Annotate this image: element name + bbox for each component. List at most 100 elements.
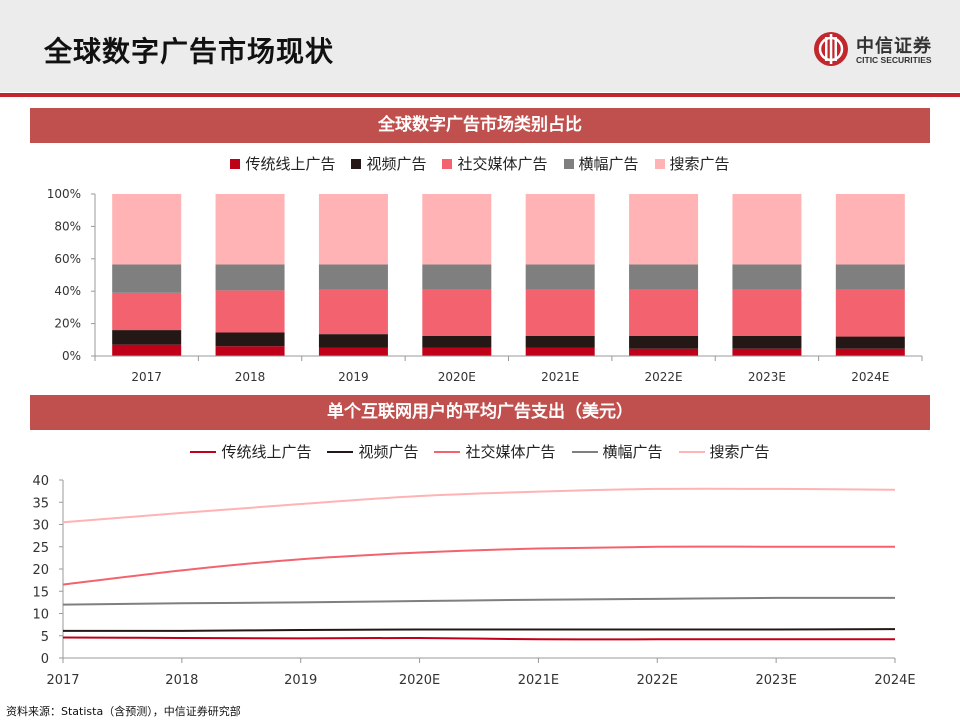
header-band	[0, 0, 960, 92]
bar-segment	[629, 348, 699, 356]
page-title: 全球数字广告市场现状	[44, 35, 335, 68]
bar-legend-item: 传统线上广告	[230, 153, 335, 174]
line-legend-label: 横幅广告	[602, 443, 663, 461]
source-note: 资料来源：Statista（含预测），中信证券研究部	[6, 705, 241, 718]
bar-segment	[732, 264, 802, 290]
bar-segment	[318, 289, 388, 335]
logo-name: 中信证券	[856, 36, 932, 57]
bar-segment	[215, 194, 285, 265]
bar-segment	[525, 335, 595, 348]
bar-legend-label: 社交媒体广告	[457, 155, 548, 173]
line-legend-label: 搜索广告	[709, 443, 770, 461]
line-chart-legend: 传统线上广告 视频广告 社交媒体广告 横幅广告 搜索广告	[0, 441, 960, 462]
bar-segment	[835, 194, 905, 265]
bar-segment	[422, 194, 492, 265]
bar-legend-label: 搜索广告	[669, 155, 730, 173]
bar-segment	[525, 289, 595, 336]
line-legend-item: 视频广告	[327, 441, 418, 462]
bar-y-tick-label: 20%	[54, 317, 81, 331]
bar-segment	[112, 194, 182, 265]
line-series	[62, 545, 895, 586]
bar-chart-legend: 传统线上广告 视频广告 社交媒体广告 横幅广告 搜索广告	[0, 153, 960, 174]
line-legend-label: 视频广告	[358, 443, 419, 461]
line-series	[62, 636, 895, 641]
bar-segment	[835, 348, 905, 356]
bar-legend-item: 社交媒体广告	[442, 153, 548, 174]
line-x-tick-label: 2018	[165, 673, 198, 688]
line-legend-swatch	[190, 450, 217, 453]
line-x-tick-label: 2021E	[518, 673, 559, 688]
bar-y-tick-label: 100%	[47, 187, 81, 201]
line-legend-item: 社交媒体广告	[434, 441, 556, 462]
bar-segment	[215, 332, 285, 347]
bar-segment	[525, 264, 595, 290]
bar-segment	[318, 194, 388, 265]
bar-segment	[215, 290, 285, 333]
bar-segment	[318, 347, 388, 356]
bar-segment	[629, 335, 699, 349]
bar-segment	[732, 335, 802, 349]
bar-segment	[422, 347, 492, 356]
bar-legend-swatch	[654, 158, 665, 169]
bar-segment	[422, 289, 492, 336]
bar-chart: 0% 20% 40% 60% 80% 100% 2017 2018 2019 2020E 2021E…	[47, 187, 923, 384]
line-y-tick-label: 25	[32, 541, 49, 556]
bar-legend-item: 视频广告	[351, 153, 426, 174]
bar-legend-label: 传统线上广告	[245, 155, 336, 173]
bar-y-tick-label: 0%	[62, 349, 81, 363]
line-x-tick-label: 2017	[46, 673, 79, 688]
bar-legend-label: 视频广告	[366, 155, 427, 173]
line-x-tick-label: 2019	[284, 673, 317, 688]
line-legend-swatch	[327, 450, 354, 453]
line-y-tick-label: 35	[32, 496, 49, 511]
bar-legend-swatch	[442, 158, 453, 169]
bar-x-tick-label: 2022E	[645, 370, 683, 384]
bar-segment	[732, 194, 802, 265]
bar-segment	[835, 289, 905, 337]
bar-segment	[112, 292, 182, 331]
bar-segment	[732, 348, 802, 356]
bar-segment	[422, 335, 492, 348]
line-x-tick-label: 2022E	[637, 673, 678, 688]
bar-segment	[318, 334, 388, 348]
line-series	[62, 628, 896, 632]
bar-segment	[422, 264, 492, 290]
bar-segment	[525, 194, 595, 265]
citic-logo-icon	[814, 32, 848, 66]
bar-x-tick-label: 2024E	[851, 370, 889, 384]
bar-segment	[835, 264, 905, 290]
bar-y-tick-label: 40%	[54, 284, 81, 298]
line-y-tick-label: 0	[41, 652, 49, 667]
bar-legend-swatch	[230, 158, 241, 169]
bar-segment	[215, 264, 285, 291]
line-y-tick-label: 30	[32, 519, 49, 534]
bar-segment	[629, 289, 699, 336]
line-y-tick-label: 20	[32, 563, 49, 578]
bar-y-tick-label: 80%	[54, 219, 81, 233]
bar-segment	[318, 264, 388, 290]
bar-segment	[215, 346, 285, 356]
bar-x-tick-label: 2023E	[748, 370, 786, 384]
line-series	[62, 596, 896, 606]
line-legend-swatch	[571, 450, 598, 453]
header-divider	[0, 93, 960, 97]
line-legend-label: 社交媒体广告	[465, 443, 556, 461]
line-legend-item: 传统线上广告	[190, 441, 311, 462]
bar-x-tick-label: 2017	[131, 370, 162, 384]
bar-segment	[629, 264, 699, 290]
line-y-tick-label: 15	[32, 585, 49, 600]
bar-x-tick-label: 2018	[235, 370, 266, 384]
bar-x-tick-label: 2019	[338, 370, 369, 384]
line-series	[62, 487, 896, 524]
bar-segment	[112, 330, 182, 345]
line-y-tick-label: 5	[41, 630, 49, 645]
logo-subtitle: CITIC SECURITIES	[856, 55, 932, 65]
bar-chart-title: 全球数字广告市场类别占比	[30, 108, 930, 143]
bar-y-tick-label: 60%	[54, 252, 81, 266]
bar-segment	[525, 347, 595, 356]
line-y-tick-label: 10	[32, 608, 49, 623]
bar-legend-swatch	[563, 158, 574, 169]
bar-legend-item: 横幅广告	[563, 153, 639, 174]
bar-legend-label: 横幅广告	[578, 155, 639, 173]
line-legend-swatch	[434, 450, 461, 453]
